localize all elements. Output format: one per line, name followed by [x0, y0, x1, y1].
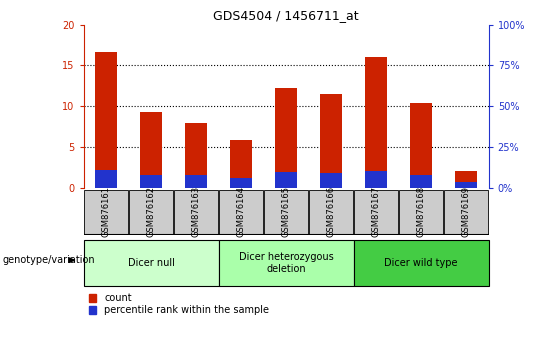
Bar: [455, 182, 477, 188]
Text: Dicer null: Dicer null: [128, 258, 174, 268]
Text: GSM876162: GSM876162: [147, 186, 156, 237]
Bar: [354, 240, 489, 286]
Bar: [174, 190, 219, 234]
Bar: [320, 94, 342, 188]
Title: GDS4504 / 1456711_at: GDS4504 / 1456711_at: [213, 9, 359, 22]
Text: genotype/variation: genotype/variation: [3, 255, 96, 265]
Bar: [84, 240, 219, 286]
Bar: [275, 172, 298, 188]
Text: GSM876165: GSM876165: [282, 186, 291, 237]
Bar: [354, 190, 399, 234]
Bar: [230, 178, 252, 188]
Bar: [275, 88, 298, 188]
Bar: [264, 190, 308, 234]
Bar: [95, 52, 118, 188]
Bar: [365, 171, 388, 188]
Bar: [455, 171, 477, 188]
Bar: [95, 170, 118, 188]
Legend: count, percentile rank within the sample: count, percentile rank within the sample: [89, 293, 269, 315]
Bar: [365, 57, 388, 188]
Bar: [320, 173, 342, 188]
Bar: [230, 141, 252, 188]
Bar: [410, 175, 433, 188]
Bar: [185, 175, 207, 188]
Bar: [84, 190, 129, 234]
Bar: [309, 190, 354, 234]
Text: GSM876163: GSM876163: [192, 186, 201, 237]
Text: GSM876166: GSM876166: [327, 186, 336, 237]
Text: GSM876167: GSM876167: [372, 186, 381, 237]
Bar: [185, 123, 207, 188]
Bar: [219, 240, 354, 286]
Text: GSM876161: GSM876161: [102, 186, 111, 237]
Text: GSM876168: GSM876168: [417, 186, 426, 237]
Text: GSM876169: GSM876169: [462, 186, 471, 237]
Bar: [129, 190, 173, 234]
Text: GSM876164: GSM876164: [237, 186, 246, 237]
Bar: [219, 190, 264, 234]
Bar: [444, 190, 489, 234]
Bar: [140, 112, 163, 188]
Bar: [140, 175, 163, 188]
Bar: [399, 190, 443, 234]
Text: Dicer wild type: Dicer wild type: [384, 258, 458, 268]
Text: Dicer heterozygous
deletion: Dicer heterozygous deletion: [239, 252, 334, 274]
Bar: [410, 103, 433, 188]
